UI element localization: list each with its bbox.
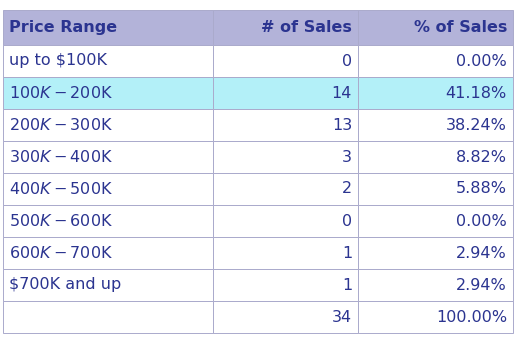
Text: up to $100K: up to $100K [9, 54, 107, 69]
Bar [213, 301, 358, 333]
Text: 0.00%: 0.00% [456, 213, 507, 228]
Text: 0: 0 [342, 213, 352, 228]
Bar [3, 77, 213, 109]
Text: 2: 2 [342, 181, 352, 197]
Text: $400K - $500K: $400K - $500K [9, 181, 113, 197]
Bar [358, 45, 513, 77]
Text: $600K - $700K: $600K - $700K [9, 245, 113, 261]
Bar [3, 109, 213, 141]
Text: 8.82%: 8.82% [456, 150, 507, 165]
Bar [358, 205, 513, 237]
Bar [213, 141, 358, 173]
Bar [358, 301, 513, 333]
Bar [213, 237, 358, 269]
Bar [213, 205, 358, 237]
Bar [358, 141, 513, 173]
Bar [358, 77, 513, 109]
Text: 5.88%: 5.88% [456, 181, 507, 197]
Bar [358, 237, 513, 269]
Bar [3, 301, 213, 333]
Text: $700K and up: $700K and up [9, 277, 121, 293]
Bar [3, 173, 213, 205]
Bar [358, 10, 513, 45]
Bar [213, 269, 358, 301]
Bar [3, 269, 213, 301]
Text: $200K - $300K: $200K - $300K [9, 117, 113, 133]
Bar [213, 173, 358, 205]
Bar [213, 45, 358, 77]
Text: 1: 1 [342, 277, 352, 293]
Text: 13: 13 [332, 118, 352, 132]
Text: Price Range: Price Range [9, 20, 117, 35]
Text: 34: 34 [332, 309, 352, 324]
Bar [358, 269, 513, 301]
Bar [3, 10, 213, 45]
Text: $500K-$600K: $500K-$600K [9, 213, 113, 229]
Text: $300K - $400K: $300K - $400K [9, 149, 113, 165]
Bar [358, 173, 513, 205]
Text: 14: 14 [332, 85, 352, 100]
Bar [3, 237, 213, 269]
Text: 41.18%: 41.18% [446, 85, 507, 100]
Bar [3, 45, 213, 77]
Text: 0: 0 [342, 54, 352, 69]
Bar [213, 77, 358, 109]
Text: % of Sales: % of Sales [414, 20, 507, 35]
Text: 38.24%: 38.24% [446, 118, 507, 132]
Text: 0.00%: 0.00% [456, 54, 507, 69]
Text: 2.94%: 2.94% [456, 277, 507, 293]
Text: 2.94%: 2.94% [456, 246, 507, 260]
Text: 100.00%: 100.00% [436, 309, 507, 324]
Bar [3, 141, 213, 173]
Text: $100K - $200K: $100K - $200K [9, 85, 113, 101]
Text: # of Sales: # of Sales [261, 20, 352, 35]
Bar [213, 10, 358, 45]
Bar [358, 109, 513, 141]
Bar [213, 109, 358, 141]
Bar [3, 205, 213, 237]
Text: 3: 3 [342, 150, 352, 165]
Text: 1: 1 [342, 246, 352, 260]
